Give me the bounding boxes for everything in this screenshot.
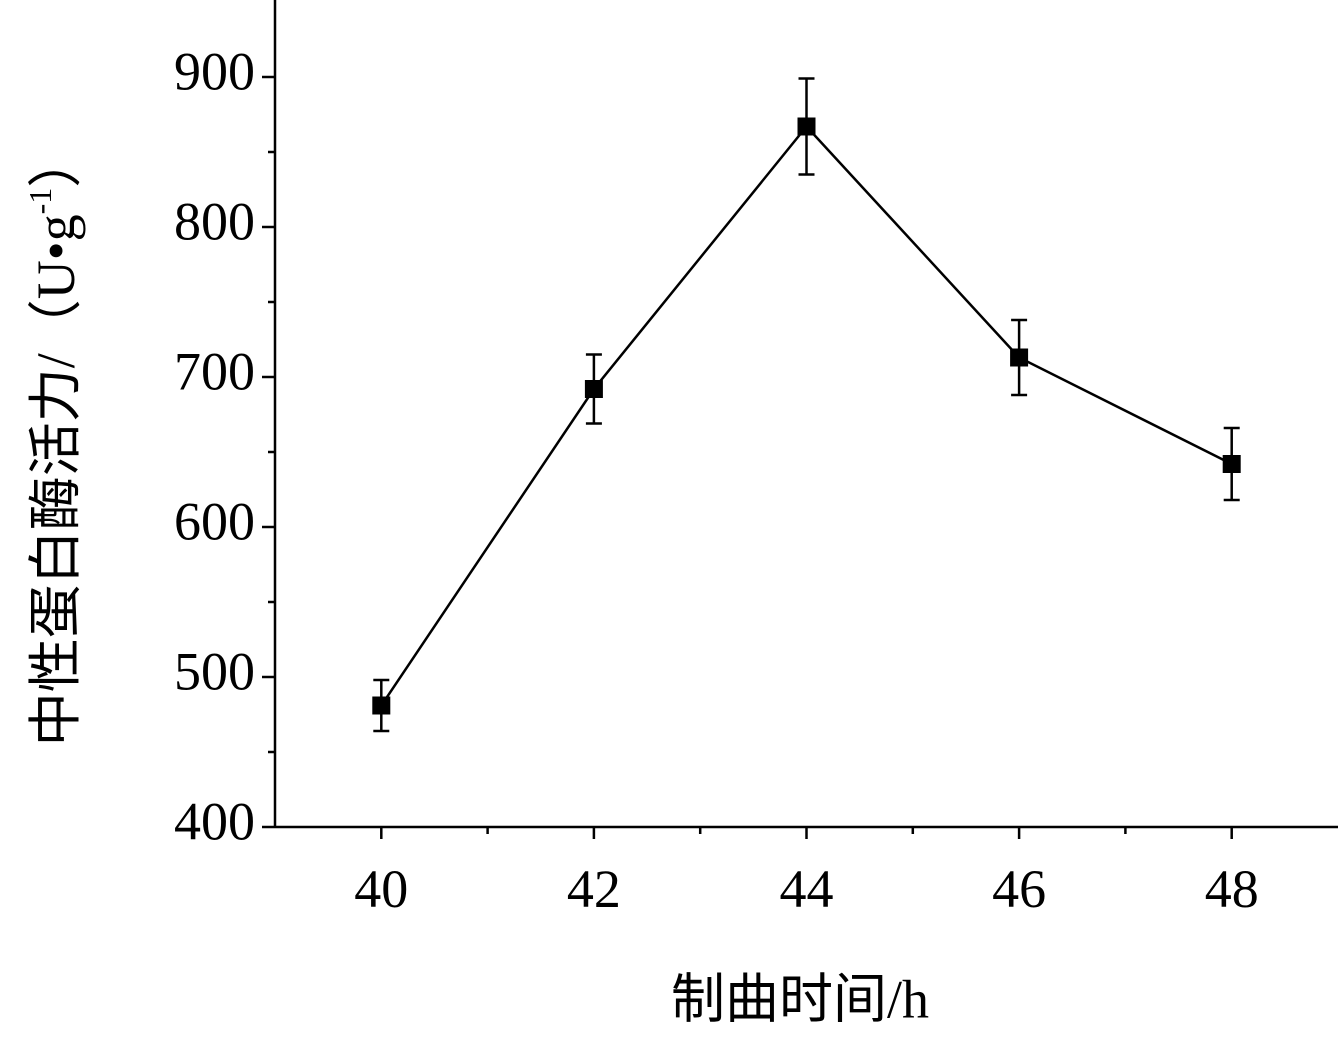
x-axis-label: 制曲时间/h (671, 969, 929, 1029)
y-label-sup: -1 (22, 188, 58, 215)
x-tick-label: 40 (354, 859, 408, 919)
x-tick-label: 44 (780, 859, 834, 919)
y-axis-label: 中性蛋白酶活力/（U•g-1） (22, 134, 86, 747)
marker (1222, 455, 1241, 473)
y-tick-label: 600 (174, 491, 255, 551)
marker (372, 696, 391, 715)
y-tick-label: 900 (174, 41, 255, 101)
marker (584, 380, 603, 398)
y-tick-label: 400 (174, 791, 255, 851)
marker (797, 117, 816, 136)
y-tick-label: 700 (174, 341, 255, 401)
y-label-end: ） (26, 134, 86, 188)
y-label-main: 中性蛋白酶活力/（U•g (26, 214, 86, 746)
marker (1010, 348, 1029, 367)
y-tick-label: 500 (174, 641, 255, 701)
x-tick-label: 46 (992, 859, 1046, 919)
y-tick-label: 800 (174, 191, 255, 251)
data-line (380, 124, 1233, 707)
x-tick-label: 42 (567, 859, 621, 919)
x-tick-label: 48 (1205, 859, 1259, 919)
